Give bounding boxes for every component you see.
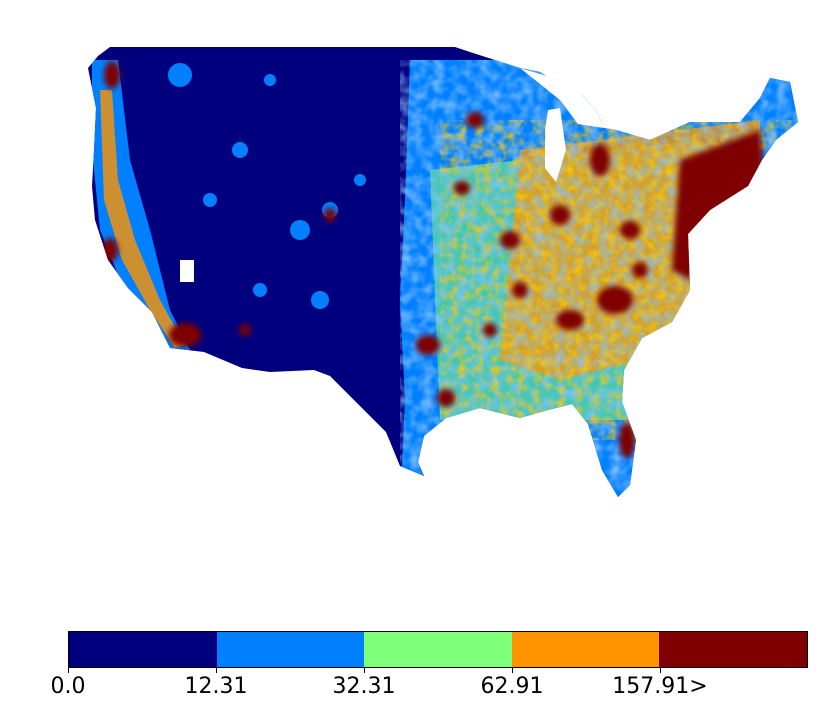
legend-bin-3 bbox=[511, 632, 660, 667]
legend-tick-label: 62.91 bbox=[480, 674, 544, 699]
us-choropleth-map bbox=[88, 47, 798, 497]
legend-tick-mark bbox=[512, 668, 513, 673]
legend-tick-mark bbox=[660, 668, 661, 673]
legend-tick-mark bbox=[364, 668, 365, 673]
legend-tick-label: 0.0 bbox=[50, 674, 86, 699]
legend-bin-4 bbox=[659, 632, 807, 667]
legend-colorbar bbox=[68, 631, 808, 668]
legend-bin-1 bbox=[216, 632, 365, 667]
legend-bin-2 bbox=[364, 632, 512, 667]
legend-tick-label: 157.91> bbox=[612, 674, 708, 699]
legend-tick-mark bbox=[68, 668, 69, 673]
legend-tick-label: 32.31 bbox=[332, 674, 396, 699]
legend-tick-label: 12.31 bbox=[184, 674, 248, 699]
legend-bin-0 bbox=[69, 632, 217, 667]
legend-tick-mark bbox=[216, 668, 217, 673]
